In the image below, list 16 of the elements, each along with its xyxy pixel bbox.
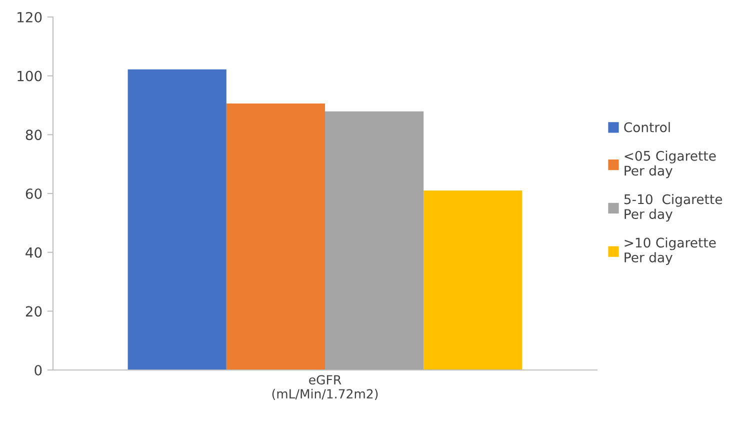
y-tick-label: 60 xyxy=(26,188,42,199)
bar xyxy=(128,69,226,370)
y-tick-label: 20 xyxy=(26,306,42,317)
legend-label: >10 Cigarette Per day xyxy=(624,237,716,265)
bar xyxy=(325,111,424,370)
legend-label: Control xyxy=(624,122,670,132)
y-tick-label: 40 xyxy=(26,247,42,258)
bar xyxy=(424,190,522,370)
y-tick-label: 100 xyxy=(18,70,42,82)
y-tick-label: 80 xyxy=(26,130,42,140)
bar xyxy=(226,103,325,370)
legend-label: 5-10 Cigarette Per day xyxy=(624,194,722,222)
x-tick-label: eGFR (mL/Min/1.72m2) xyxy=(272,375,378,400)
legend-label: <05 Cigarette Per day xyxy=(624,150,716,178)
y-tick-label: 0 xyxy=(34,364,42,376)
y-tick-label: 120 xyxy=(18,12,42,22)
